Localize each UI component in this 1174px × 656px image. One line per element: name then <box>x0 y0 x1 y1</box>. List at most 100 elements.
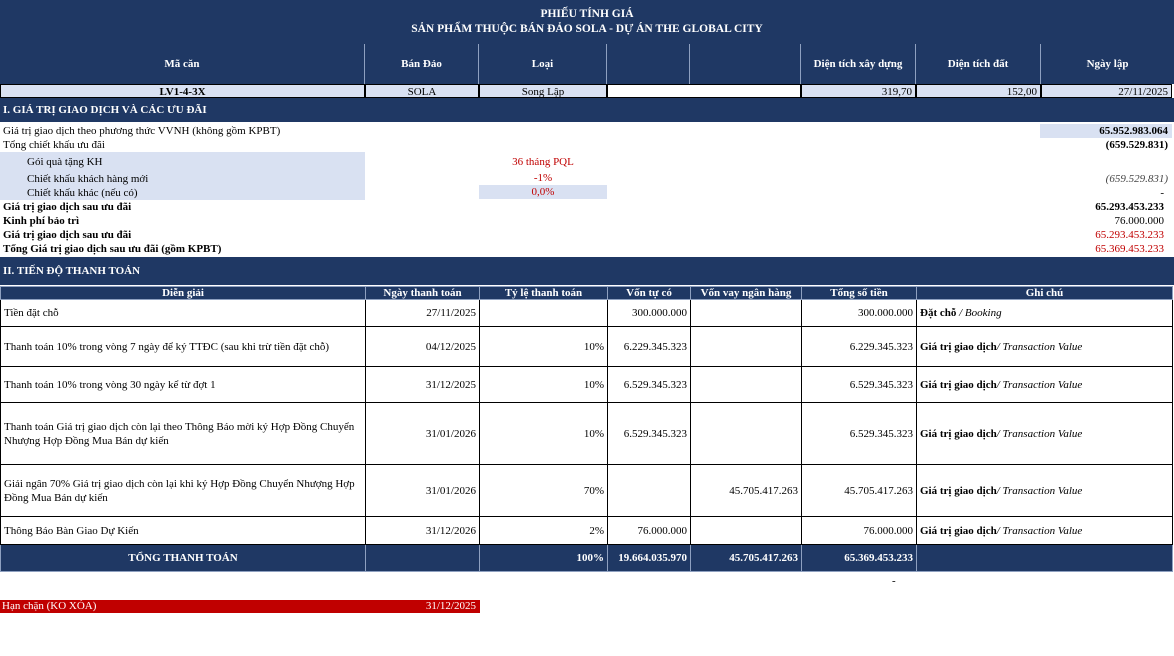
payment-header-rate[interactable]: Tỷ lệ thanh toán <box>479 286 608 300</box>
payment-own[interactable]: 6.529.345.323 <box>607 402 691 465</box>
payment-rate[interactable] <box>479 299 608 327</box>
col-header-dt-dat[interactable]: Diện tích đất <box>916 44 1041 84</box>
payment-total[interactable]: 76.000.000 <box>801 516 917 545</box>
payment-own[interactable]: 76.000.000 <box>607 516 691 545</box>
qua-tang-label: Gói quà tặng KH <box>27 156 103 168</box>
payment-total[interactable]: 6.529.345.323 <box>801 402 917 465</box>
payment-desc[interactable]: Thanh toán Giá trị giao dịch còn lại the… <box>0 402 366 465</box>
payment-total[interactable]: 300.000.000 <box>801 299 917 327</box>
payment-schedule-table: Diễn giải Ngày thanh toán Tỷ lệ thanh to… <box>0 286 1173 572</box>
ck-moi-value[interactable]: (659.529.831) <box>1105 173 1168 185</box>
ck-moi-rate[interactable]: -1% <box>533 172 553 184</box>
ck-khac-value[interactable]: - <box>1160 187 1164 199</box>
section2-title: II. TIẾN ĐỘ THANH TOÁN <box>0 257 1174 285</box>
payment-note-italic: / Transaction Value <box>996 524 1083 537</box>
payment-rate[interactable]: 10% <box>479 366 608 403</box>
payment-loan[interactable] <box>690 516 802 545</box>
col-header-dt-xay-dung[interactable]: Diện tích xây dựng <box>801 44 916 84</box>
ck-khac-rate[interactable]: 0,0% <box>479 185 607 199</box>
col-header-loai[interactable]: Loại <box>479 44 607 84</box>
payment-loan[interactable] <box>690 402 802 465</box>
payment-own[interactable]: 300.000.000 <box>607 299 691 327</box>
unit-loai[interactable]: Song Lập <box>479 84 607 98</box>
unit-ngay-lap[interactable]: 27/11/2025 <box>1041 84 1172 98</box>
payment-header-total[interactable]: Tổng số tiền <box>801 286 917 300</box>
payment-date[interactable]: 31/01/2026 <box>365 402 480 465</box>
deadline-bar[interactable]: Hạn chặn (KO XÓA) 31/12/2025 <box>0 600 480 613</box>
unit-dt-dat[interactable]: 152,00 <box>916 84 1041 98</box>
payment-loan[interactable] <box>690 299 802 327</box>
payment-note[interactable]: Giá trị giao dịch/ Transaction Value <box>916 516 1173 545</box>
payment-desc[interactable]: Tiền đặt chỗ <box>0 299 366 327</box>
payment-note[interactable]: Giá trị giao dịch/ Transaction Value <box>916 366 1173 403</box>
payment-total-note[interactable] <box>916 544 1173 572</box>
kpbt-value[interactable]: 76.000.000 <box>1114 215 1165 227</box>
payment-rate[interactable]: 10% <box>479 402 608 465</box>
payment-total[interactable]: 6.229.345.323 <box>801 326 917 367</box>
tong-gtgd-value[interactable]: 65.369.453.233 <box>1095 243 1164 255</box>
tong-ck-label: Tổng chiết khấu ưu đãi <box>3 139 105 151</box>
payment-desc[interactable]: Thanh toán 10% trong vòng 30 ngày kể từ … <box>0 366 366 403</box>
payment-own[interactable]: 6.529.345.323 <box>607 366 691 403</box>
payment-header-loan[interactable]: Vốn vay ngân hàng <box>690 286 802 300</box>
unit-ma-can[interactable]: LV1-4-3X <box>0 84 365 98</box>
tong-gtgd-label: Tổng Giá trị giao dịch sau ưu đãi (gồm K… <box>3 243 222 255</box>
payment-header-note[interactable]: Ghi chú <box>916 286 1173 300</box>
payment-date[interactable]: 31/12/2026 <box>365 516 480 545</box>
payment-total-row: TỔNG THANH TOÁN 100% 19.664.035.970 45.7… <box>0 544 1173 572</box>
payment-date[interactable]: 27/11/2025 <box>365 299 480 327</box>
payment-date[interactable]: 31/12/2025 <box>365 366 480 403</box>
unit-empty-cell[interactable] <box>607 84 801 98</box>
payment-note-bold: Giá trị giao dịch <box>920 524 997 537</box>
payment-loan[interactable]: 45.705.417.263 <box>690 464 802 517</box>
payment-note[interactable]: Giá trị giao dịch/ Transaction Value <box>916 402 1173 465</box>
payment-total-label[interactable]: TỔNG THANH TOÁN <box>0 544 366 572</box>
payment-loan[interactable] <box>690 326 802 367</box>
payment-header-desc[interactable]: Diễn giải <box>0 286 366 300</box>
payment-row: Thông Báo Bàn Giao Dự Kiến 31/12/2026 2%… <box>0 516 1173 545</box>
col-header-ngay-lap[interactable]: Ngày lập <box>1041 44 1174 84</box>
gtgd-sau-ud-label: Giá trị giao dịch sau ưu đãi <box>3 201 132 213</box>
payment-desc[interactable]: Thông Báo Bàn Giao Dự Kiến <box>0 516 366 545</box>
payment-note[interactable]: Giá trị giao dịch/ Transaction Value <box>916 326 1173 367</box>
section1-title: I. GIÁ TRỊ GIAO DỊCH VÀ CÁC ƯU ĐÃI <box>0 98 1174 122</box>
col-header-empty-1[interactable] <box>607 44 690 84</box>
payment-rate[interactable]: 2% <box>479 516 608 545</box>
payment-total-loan[interactable]: 45.705.417.263 <box>690 544 802 572</box>
col-header-ban-dao[interactable]: Bán Đảo <box>365 44 479 84</box>
payment-total-sum[interactable]: 65.369.453.233 <box>801 544 917 572</box>
gtgd-sau-ud2-label: Giá trị giao dịch sau ưu đãi <box>3 229 132 241</box>
payment-rate[interactable]: 10% <box>479 326 608 367</box>
gtgd-sau-ud2-value[interactable]: 65.293.453.233 <box>1095 229 1164 241</box>
payment-note[interactable]: Giá trị giao dịch/ Transaction Value <box>916 464 1173 517</box>
payment-total-own[interactable]: 19.664.035.970 <box>607 544 691 572</box>
gtgd-value[interactable]: 65.952.983.064 <box>1040 124 1172 138</box>
payment-own[interactable] <box>607 464 691 517</box>
payment-total-rate[interactable]: 100% <box>479 544 608 572</box>
payment-loan[interactable] <box>690 366 802 403</box>
payment-desc[interactable]: Giải ngân 70% Giá trị giao dịch còn lại … <box>0 464 366 517</box>
payment-own[interactable]: 6.229.345.323 <box>607 326 691 367</box>
payment-desc[interactable]: Thanh toán 10% trong vòng 7 ngày để ký T… <box>0 326 366 367</box>
unit-ban-dao[interactable]: SOLA <box>365 84 479 98</box>
payment-total-date[interactable] <box>365 544 480 572</box>
payment-row: Thanh toán 10% trong vòng 30 ngày kể từ … <box>0 366 1173 403</box>
payment-note-italic: / Transaction Value <box>996 378 1083 391</box>
gtgd-sau-ud-value[interactable]: 65.293.453.233 <box>1095 201 1164 213</box>
payment-note-italic: / Transaction Value <box>996 427 1083 440</box>
payment-note[interactable]: Đặt chỗ / Booking <box>916 299 1173 327</box>
unit-dt-xay-dung[interactable]: 319,70 <box>801 84 916 98</box>
payment-total[interactable]: 6.529.345.323 <box>801 366 917 403</box>
col-header-empty-2[interactable] <box>690 44 801 84</box>
payment-date[interactable]: 31/01/2026 <box>365 464 480 517</box>
col-header-ma-can[interactable]: Mã căn <box>0 44 365 84</box>
payment-header-date[interactable]: Ngày thanh toán <box>365 286 480 300</box>
payment-header-own[interactable]: Vốn tự có <box>607 286 691 300</box>
payment-rate[interactable]: 70% <box>479 464 608 517</box>
payment-total[interactable]: 45.705.417.263 <box>801 464 917 517</box>
tong-ck-value[interactable]: (659.529.831) <box>1105 139 1168 151</box>
qua-tang-value[interactable]: 36 tháng PQL <box>512 156 574 168</box>
payment-date[interactable]: 04/12/2025 <box>365 326 480 367</box>
payment-note-italic: / Transaction Value <box>996 484 1083 497</box>
